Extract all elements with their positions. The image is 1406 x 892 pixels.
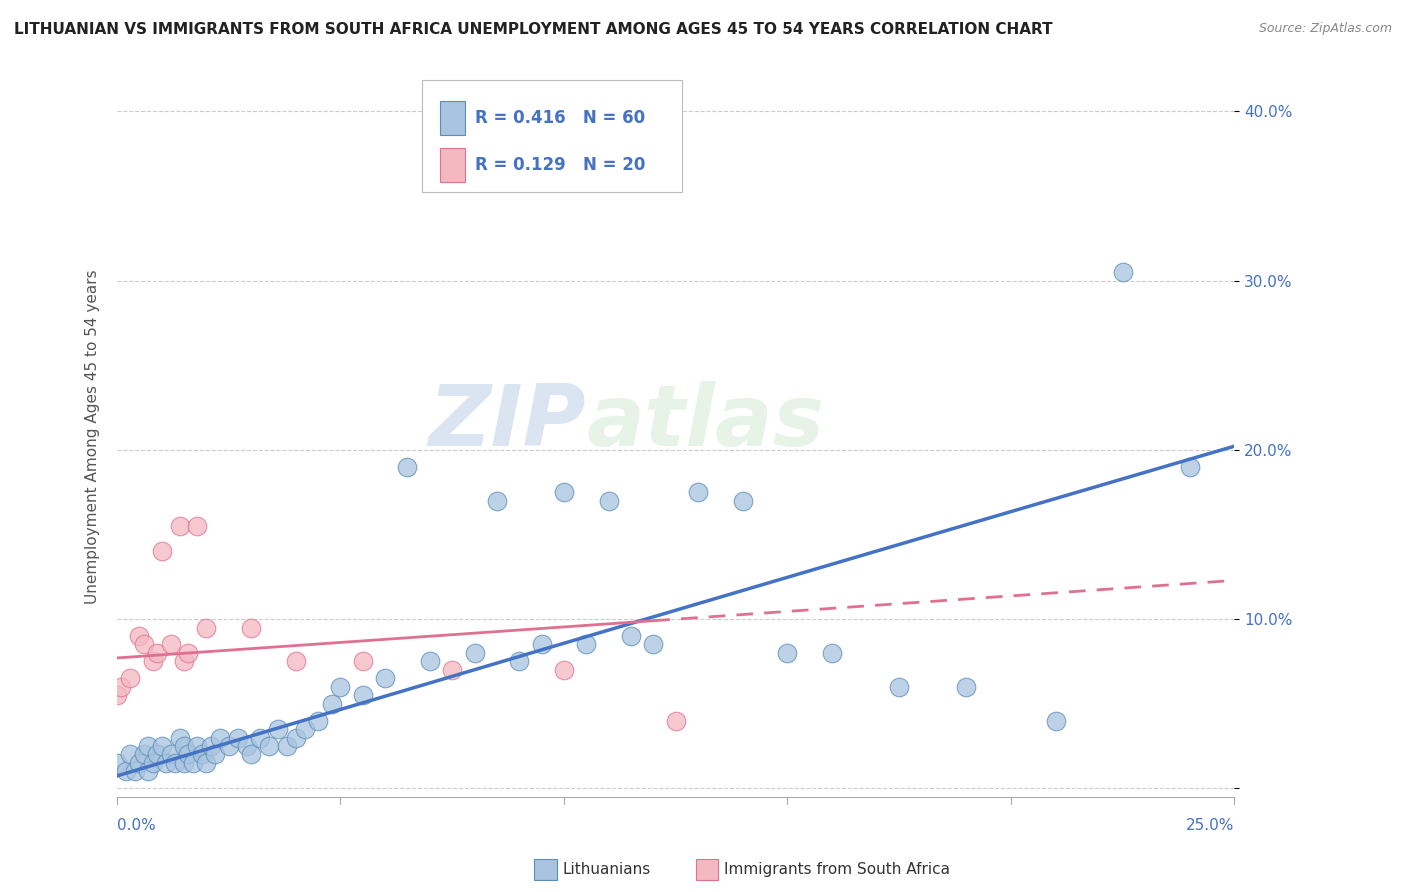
Point bbox=[1045, 714, 1067, 728]
Point bbox=[284, 654, 307, 668]
Point bbox=[821, 646, 844, 660]
Point bbox=[165, 756, 187, 770]
Point bbox=[218, 739, 240, 753]
Point bbox=[132, 637, 155, 651]
Point bbox=[169, 731, 191, 745]
Point bbox=[1111, 265, 1133, 279]
Text: R = 0.129   N = 20: R = 0.129 N = 20 bbox=[475, 156, 645, 174]
Point bbox=[120, 747, 142, 762]
Point bbox=[396, 459, 419, 474]
Point bbox=[173, 739, 195, 753]
Point bbox=[235, 739, 257, 753]
Point bbox=[249, 731, 271, 745]
Point bbox=[142, 654, 165, 668]
Point bbox=[731, 493, 754, 508]
Point bbox=[204, 747, 226, 762]
Point bbox=[169, 519, 191, 533]
Text: 0.0%: 0.0% bbox=[117, 818, 156, 833]
Point bbox=[485, 493, 508, 508]
Point bbox=[105, 756, 128, 770]
Point bbox=[181, 756, 204, 770]
Point bbox=[115, 764, 138, 779]
Point bbox=[598, 493, 620, 508]
Point bbox=[889, 680, 911, 694]
Point bbox=[464, 646, 486, 660]
Point bbox=[441, 663, 464, 677]
Point bbox=[120, 671, 142, 685]
Point bbox=[146, 747, 169, 762]
Point bbox=[575, 637, 598, 651]
Point bbox=[240, 747, 263, 762]
Point bbox=[142, 756, 165, 770]
Point bbox=[124, 764, 146, 779]
Point bbox=[307, 714, 329, 728]
Point bbox=[352, 688, 374, 702]
Point bbox=[146, 646, 169, 660]
Point bbox=[321, 697, 343, 711]
Point bbox=[267, 722, 290, 736]
Point bbox=[155, 756, 177, 770]
Point bbox=[110, 680, 132, 694]
Point bbox=[665, 714, 688, 728]
Text: Immigrants from South Africa: Immigrants from South Africa bbox=[724, 863, 950, 877]
Point bbox=[173, 654, 195, 668]
Point bbox=[105, 688, 128, 702]
Point bbox=[553, 485, 575, 500]
Point bbox=[508, 654, 530, 668]
Point bbox=[159, 637, 181, 651]
Point bbox=[1178, 459, 1201, 474]
Point bbox=[186, 739, 208, 753]
Point bbox=[186, 519, 208, 533]
Point bbox=[132, 747, 155, 762]
Point bbox=[128, 756, 150, 770]
Point bbox=[159, 747, 181, 762]
Point bbox=[620, 629, 643, 643]
Point bbox=[240, 621, 263, 635]
Point bbox=[226, 731, 249, 745]
Point bbox=[374, 671, 396, 685]
Point bbox=[284, 731, 307, 745]
Point bbox=[136, 764, 159, 779]
Text: atlas: atlas bbox=[586, 381, 824, 464]
Point bbox=[150, 544, 173, 558]
Point bbox=[553, 663, 575, 677]
Point bbox=[419, 654, 441, 668]
Point bbox=[955, 680, 977, 694]
Point bbox=[329, 680, 352, 694]
Point bbox=[177, 646, 200, 660]
Y-axis label: Unemployment Among Ages 45 to 54 years: Unemployment Among Ages 45 to 54 years bbox=[86, 269, 100, 605]
Text: R = 0.416   N = 60: R = 0.416 N = 60 bbox=[475, 109, 645, 127]
Point bbox=[257, 739, 280, 753]
Point bbox=[150, 739, 173, 753]
Point bbox=[276, 739, 298, 753]
Point bbox=[352, 654, 374, 668]
Point bbox=[191, 747, 214, 762]
Text: 25.0%: 25.0% bbox=[1187, 818, 1234, 833]
Point bbox=[128, 629, 150, 643]
Point bbox=[208, 731, 231, 745]
Point bbox=[530, 637, 553, 651]
Point bbox=[686, 485, 709, 500]
Point bbox=[776, 646, 799, 660]
Text: LITHUANIAN VS IMMIGRANTS FROM SOUTH AFRICA UNEMPLOYMENT AMONG AGES 45 TO 54 YEAR: LITHUANIAN VS IMMIGRANTS FROM SOUTH AFRI… bbox=[14, 22, 1053, 37]
Point bbox=[294, 722, 316, 736]
Point bbox=[173, 756, 195, 770]
Point bbox=[195, 756, 218, 770]
Text: ZIP: ZIP bbox=[429, 381, 586, 464]
Point bbox=[200, 739, 222, 753]
Text: Lithuanians: Lithuanians bbox=[562, 863, 651, 877]
Point bbox=[643, 637, 665, 651]
Text: Source: ZipAtlas.com: Source: ZipAtlas.com bbox=[1258, 22, 1392, 36]
Point bbox=[136, 739, 159, 753]
Point bbox=[177, 747, 200, 762]
Point bbox=[195, 621, 218, 635]
